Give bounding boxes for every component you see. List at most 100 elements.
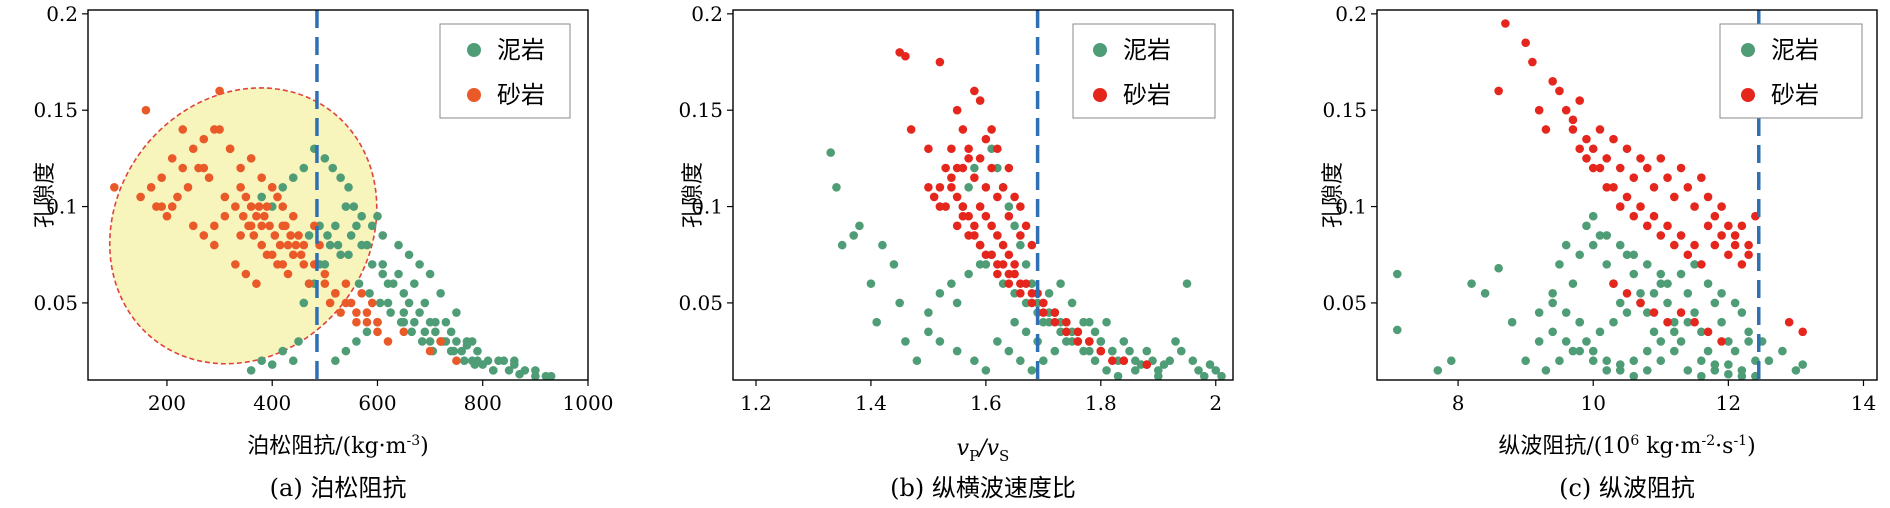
point-mudstone <box>1217 371 1226 381</box>
point-mudstone <box>901 337 910 346</box>
point-mudstone <box>1602 356 1612 366</box>
point-mudstone <box>304 231 314 240</box>
point-sandstone <box>252 211 261 221</box>
point-mudstone <box>1541 366 1551 375</box>
point-sandstone <box>1027 240 1037 250</box>
point-mudstone <box>1710 360 1720 369</box>
point-sandstone <box>238 211 248 221</box>
point-sandstone <box>257 221 266 231</box>
point-sandstone <box>1568 125 1578 134</box>
point-mudstone <box>546 371 556 381</box>
point-mudstone <box>1669 327 1679 337</box>
point-sandstone <box>1039 308 1048 317</box>
point-mudstone <box>320 260 330 269</box>
point-mudstone <box>352 221 361 231</box>
point-sandstone <box>246 154 256 163</box>
legend-marker-sandstone <box>1093 88 1107 102</box>
point-sandstone <box>162 211 172 221</box>
point-sandstone <box>1010 192 1019 202</box>
point-mudstone <box>1690 260 1699 269</box>
point-sandstone <box>1710 211 1720 221</box>
point-sandstone <box>299 260 309 269</box>
point-sandstone <box>1582 154 1591 163</box>
point-sandstone <box>1541 125 1551 134</box>
legend-label-sandstone: 砂岩 <box>1771 81 1819 109</box>
point-mudstone <box>404 298 414 308</box>
point-sandstone <box>1494 86 1503 96</box>
point-mudstone <box>1622 308 1632 317</box>
x-tick-label: 1.6 <box>970 391 1002 415</box>
scatter-points <box>1392 19 1807 381</box>
point-mudstone <box>1534 308 1544 317</box>
x-tick-label: 14 <box>1851 391 1876 415</box>
point-mudstone <box>1730 346 1740 356</box>
point-mudstone <box>1433 366 1443 375</box>
point-sandstone <box>1588 144 1598 154</box>
point-sandstone <box>1004 250 1014 260</box>
point-sandstone <box>1016 288 1025 298</box>
point-mudstone <box>399 288 409 298</box>
point-sandstone <box>1039 298 1048 308</box>
x-ticks: 200 400 600 800 1000 <box>148 380 613 415</box>
x-tick-label: 200 <box>148 391 186 415</box>
point-sandstone <box>958 202 968 211</box>
point-mudstone <box>420 327 430 337</box>
point-sandstone <box>373 327 382 337</box>
x-ticks: 8 10 12 14 <box>1452 380 1876 415</box>
y-tick-label: 0.2 <box>46 2 78 26</box>
point-sandstone <box>178 125 188 134</box>
point-mudstone <box>878 240 887 250</box>
point-sandstone <box>1050 308 1060 317</box>
point-mudstone <box>1561 337 1571 346</box>
point-sandstone <box>362 317 372 327</box>
point-mudstone <box>1669 317 1679 327</box>
point-sandstone <box>1016 279 1025 288</box>
point-mudstone <box>1102 366 1111 375</box>
point-sandstone <box>1622 192 1632 202</box>
y-ticks: 0.05 0.1 0.15 0.2 <box>33 2 88 315</box>
point-mudstone <box>410 279 419 288</box>
point-mudstone <box>373 211 382 221</box>
point-mudstone <box>947 279 956 288</box>
point-sandstone <box>141 105 151 115</box>
point-sandstone <box>975 154 985 163</box>
point-sandstone <box>952 192 962 202</box>
point-mudstone <box>257 192 266 202</box>
x-axis-label: vP/vS <box>957 436 1010 465</box>
legend-label-mudstone: 泥岩 <box>1123 36 1171 64</box>
point-sandstone <box>1683 182 1693 192</box>
point-mudstone <box>470 360 480 369</box>
point-mudstone <box>441 317 451 327</box>
point-mudstone <box>1588 211 1598 221</box>
point-mudstone <box>410 317 419 327</box>
point-mudstone <box>331 221 340 231</box>
point-sandstone <box>265 221 274 231</box>
point-mudstone <box>1791 366 1801 375</box>
point-mudstone <box>1392 325 1402 335</box>
x-tick-label: 1.4 <box>855 391 887 415</box>
point-sandstone <box>964 154 973 163</box>
point-mudstone <box>1724 337 1733 346</box>
point-mudstone <box>354 279 364 288</box>
point-mudstone <box>1119 337 1129 346</box>
point-mudstone <box>970 356 979 366</box>
legend-label-sandstone: 砂岩 <box>1123 81 1171 109</box>
point-sandstone <box>352 317 361 327</box>
point-mudstone <box>1582 337 1591 346</box>
point-sandstone <box>341 279 351 288</box>
point-mudstone <box>288 173 298 182</box>
point-sandstone <box>1656 154 1666 163</box>
point-mudstone <box>935 288 945 298</box>
point-mudstone <box>1582 221 1591 231</box>
point-mudstone <box>320 154 330 163</box>
point-sandstone <box>1703 327 1713 337</box>
point-sandstone <box>947 144 956 154</box>
x-ticks: 1.2 1.4 1.6 1.8 2 <box>740 380 1222 415</box>
y-axis-label: 孔隙度 <box>1321 162 1346 228</box>
x-tick-label: 1.2 <box>740 391 772 415</box>
point-sandstone <box>1697 173 1706 182</box>
point-sandstone <box>283 269 293 279</box>
y-tick-label: 0.05 <box>1322 291 1367 315</box>
y-tick-label: 0.15 <box>1322 98 1367 122</box>
